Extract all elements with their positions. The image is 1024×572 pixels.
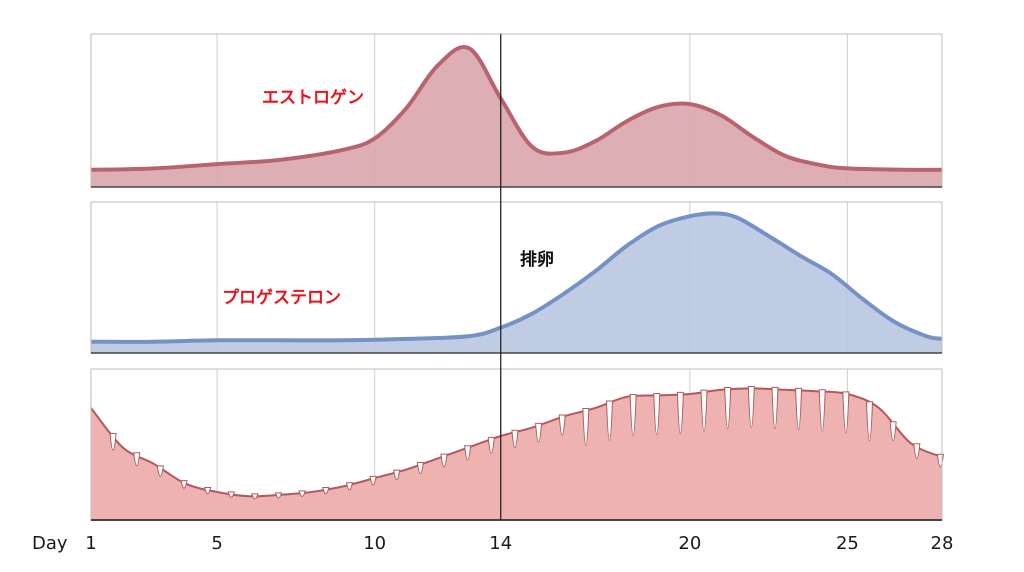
endometrium-area	[91, 388, 942, 520]
endometrium-gland	[487, 436, 495, 454]
endometrium-gland	[156, 465, 164, 477]
endometrium-gland	[771, 386, 779, 429]
series-line-estrogen	[90, 45, 943, 172]
endometrium-gland	[109, 432, 117, 451]
progesterone-label: プロゲステロン	[222, 287, 341, 308]
endometrium-gland	[889, 421, 897, 442]
endometrium-gland	[251, 493, 259, 500]
endometrium-gland	[440, 453, 448, 468]
endometrium-gland	[724, 387, 732, 429]
ovulation-label: 排卵	[520, 249, 554, 270]
endometrium-gland	[747, 385, 755, 428]
endometrium-gland	[653, 392, 661, 435]
endometrium-gland	[227, 491, 235, 498]
x-tick-label: 14	[489, 533, 512, 554]
endometrium-gland	[464, 445, 472, 461]
endometrium-gland	[133, 452, 141, 467]
endometrium-gland	[842, 391, 850, 434]
x-tick-label: 1	[85, 533, 96, 554]
endometrium-gland	[676, 391, 684, 434]
hormone-areas	[90, 45, 944, 520]
endometrium-gland	[180, 480, 188, 489]
panel-frames	[90, 33, 943, 521]
endometrium-gland	[274, 492, 283, 499]
x-tick-label: 28	[931, 533, 954, 554]
endometrium-gland	[582, 408, 590, 446]
x-tick-label: 20	[678, 533, 701, 554]
endometrium-gland	[913, 443, 921, 459]
endometrium-gland	[416, 462, 424, 475]
x-axis: Day 1 5 10 14 20 25 28	[32, 533, 953, 554]
series-line-progesterone	[90, 211, 943, 344]
endometrium-gland	[322, 486, 330, 495]
endometrium-gland	[629, 394, 637, 436]
endometrium-gland	[558, 414, 566, 436]
endometrium-gland	[298, 490, 306, 497]
endometrium-gland	[795, 387, 803, 430]
endometrium-gland	[818, 389, 826, 432]
endometrium-gland	[535, 422, 543, 443]
endometrium-gland	[700, 389, 708, 432]
x-tick-label: 5	[211, 533, 222, 554]
endometrium-gland	[605, 400, 613, 441]
x-tick-label: 10	[363, 533, 386, 554]
series-area-progesterone	[91, 213, 942, 353]
x-tick-label: 25	[836, 533, 859, 554]
endometrium-gland	[369, 475, 377, 486]
endometrium-gland	[203, 486, 212, 495]
estrogen-label: エストロゲン	[262, 87, 364, 108]
x-axis-prefix-label: Day	[32, 533, 68, 554]
series-area-estrogen	[91, 46, 942, 188]
endometrium-gland	[511, 429, 519, 449]
endometrium-gland	[345, 482, 354, 491]
endometrium-gland	[393, 469, 401, 481]
endometrium-gland	[865, 401, 874, 441]
